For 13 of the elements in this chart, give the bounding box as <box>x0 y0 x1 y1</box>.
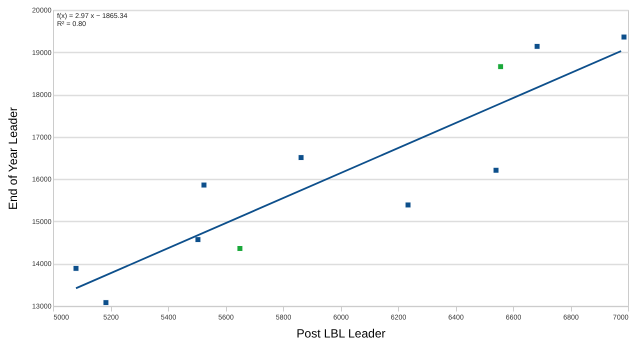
point <box>200 182 207 188</box>
point <box>620 34 627 40</box>
y-axis-title: End of Year Leader <box>6 107 20 210</box>
point <box>102 300 109 306</box>
point <box>194 236 201 243</box>
point <box>493 167 500 174</box>
x-axis-title: Post LBL Leader <box>296 326 386 338</box>
point <box>498 64 504 70</box>
point <box>73 265 79 272</box>
point <box>298 154 304 161</box>
point <box>534 43 540 50</box>
point <box>405 202 412 208</box>
point <box>236 246 243 252</box>
